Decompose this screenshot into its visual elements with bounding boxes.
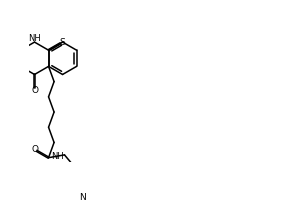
Text: N: N	[80, 193, 86, 200]
Text: O: O	[31, 86, 38, 95]
Text: NH: NH	[51, 152, 64, 161]
Text: S: S	[60, 38, 65, 47]
Text: NH: NH	[28, 34, 41, 43]
Text: O: O	[31, 145, 38, 154]
